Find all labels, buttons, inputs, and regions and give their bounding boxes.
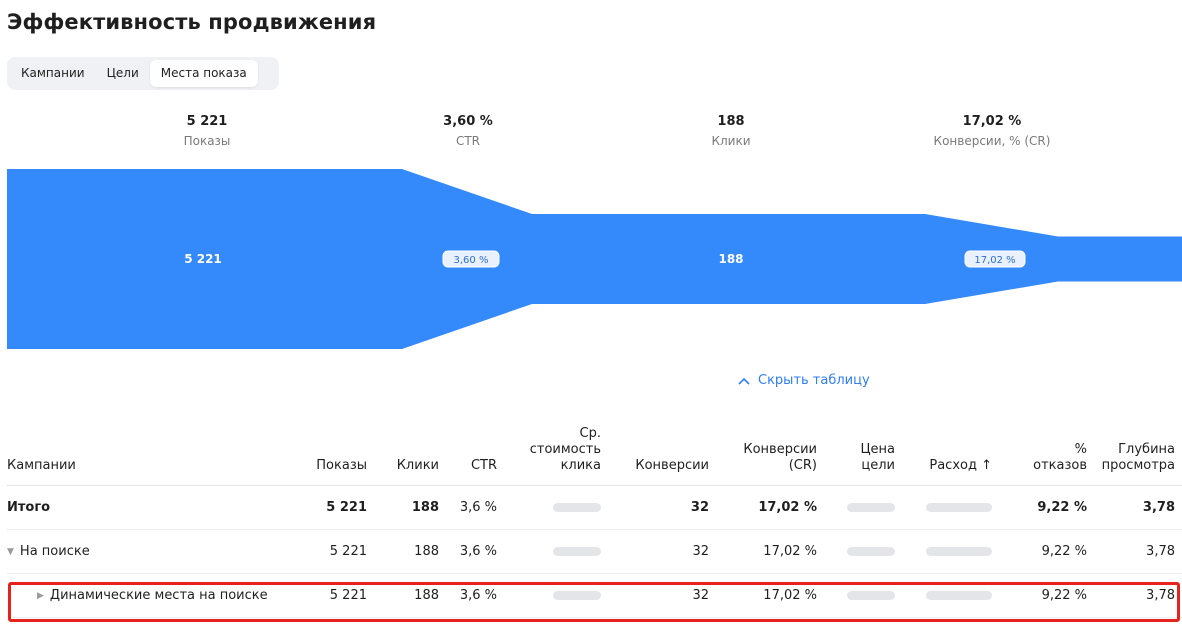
cell-goal-price [824,485,902,530]
metric-value: 3,60 % [443,114,493,129]
report-table: Кампании Показы Клики CTR Ср. стоимость кл… [7,424,1182,618]
cell-depth: 3,78 [1094,485,1182,530]
cell-depth: 3,78 [1094,573,1182,618]
metric-label: Конверсии, % (CR) [933,134,1051,148]
cell-cr: 17,02 % [716,529,824,574]
funnel-stage-label: 188 [718,252,743,266]
metric-value: 17,02 % [962,114,1022,129]
col-cr[interactable]: Конверсии (CR) [716,424,824,486]
caret-right-icon[interactable]: ▶ [37,590,44,601]
col-avg-cpc[interactable]: Ср. стоимость клика [504,424,608,486]
tab-goals[interactable]: Цели [106,66,139,80]
funnel-ratio-badge [442,250,500,268]
cell-conversions: 32 [608,529,716,574]
tab-campaigns[interactable]: Кампании [21,66,85,80]
cell-clicks: 188 [374,529,446,574]
cell-cr: 17,02 % [716,573,824,618]
col-shows[interactable]: Показы [307,424,374,486]
funnel-stage-shows [7,169,402,349]
cell-spend [902,573,999,618]
metric-ctr: 3,60 % CTR [358,114,578,148]
cell-shows: 5 221 [307,573,374,618]
cell-spend [902,529,999,574]
funnel-ratio-label: 3,60 % [454,255,489,266]
cell-ctr: 3,6 % [446,485,504,530]
metric-label: Клики [711,134,751,148]
cell-avg-cpc [504,573,608,618]
view-tabs: Кампании Цели Места показа [7,57,279,90]
loading-placeholder [926,546,992,556]
funnel-ratio-badge [964,250,1026,268]
cell-avg-cpc [504,485,608,530]
row-name[interactable]: ▶ Динамические места на поиске [7,573,307,618]
metric-clicks: 188 Клики [621,114,841,148]
cell-bounce: 9,22 % [999,529,1094,574]
page-title: Эффективность продвижения [7,10,377,34]
cell-shows: 5 221 [307,485,374,530]
loading-placeholder [553,502,601,512]
cell-bounce: 9,22 % [999,485,1094,530]
cell-depth: 3,78 [1094,529,1182,574]
loading-placeholder [847,590,895,600]
col-spend[interactable]: Расход ↑ [902,424,999,486]
table-header-row: Кампании Показы Клики CTR Ср. стоимость кл… [7,424,1182,486]
row-name: Итого [7,485,307,530]
row-name[interactable]: ▼ На поиске [7,529,307,574]
cell-bounce: 9,22 % [999,573,1094,618]
table-row[interactable]: ▶ Динамические места на поиске 5 221 188 … [7,573,1182,618]
col-clicks[interactable]: Клики [374,424,446,486]
cell-spend [902,485,999,530]
cell-conversions: 32 [608,485,716,530]
col-campaign[interactable]: Кампании [7,424,307,486]
col-ctr[interactable]: CTR [446,424,504,486]
loading-placeholder [926,590,992,600]
cell-clicks: 188 [374,485,446,530]
tab-placements[interactable]: Места показа [149,60,258,87]
cell-ctr: 3,6 % [446,573,504,618]
metric-value: 5 221 [186,114,228,129]
hide-table-link[interactable]: Скрыть таблицу [738,373,870,388]
metric-value: 188 [717,114,745,129]
cell-conversions: 32 [608,573,716,618]
col-conversions[interactable]: Конверсии [608,424,716,486]
hide-table-label: Скрыть таблицу [758,373,870,388]
col-bounce[interactable]: % отказов [999,424,1094,486]
table-row-total: Итого 5 221 188 3,6 % 32 17,02 % 9,22 % … [7,485,1182,530]
metric-label: CTR [455,134,481,148]
loading-placeholder [847,502,895,512]
loading-placeholder [553,546,601,556]
table-row[interactable]: ▼ На поиске 5 221 188 3,6 % 32 17,02 % 9,… [7,529,1182,574]
loading-placeholder [847,546,895,556]
cell-shows: 5 221 [307,529,374,574]
funnel-ratio-label: 17,02 % [974,255,1015,266]
loading-placeholder [926,502,992,512]
funnel-stage-final [1058,236,1182,282]
metric-shows: 5 221 Показы [97,114,317,148]
metric-label: Показы [183,134,231,148]
funnel-chart: 5 221 188 3,60 % 17,02 % [7,169,1182,349]
caret-down-icon[interactable]: ▼ [7,546,14,557]
col-goal-price[interactable]: Цена цели [824,424,902,486]
cell-cr: 17,02 % [716,485,824,530]
loading-placeholder [553,590,601,600]
cell-goal-price [824,529,902,574]
cell-ctr: 3,6 % [446,529,504,574]
col-depth[interactable]: Глубина просмотра [1094,424,1182,486]
funnel-stage-clicks [532,214,925,304]
cell-clicks: 188 [374,573,446,618]
chevron-up-icon [738,374,750,388]
cell-goal-price [824,573,902,618]
metric-cr: 17,02 % Конверсии, % (CR) [882,114,1102,148]
cell-avg-cpc [504,529,608,574]
funnel-stage-label: 5 221 [184,252,222,266]
